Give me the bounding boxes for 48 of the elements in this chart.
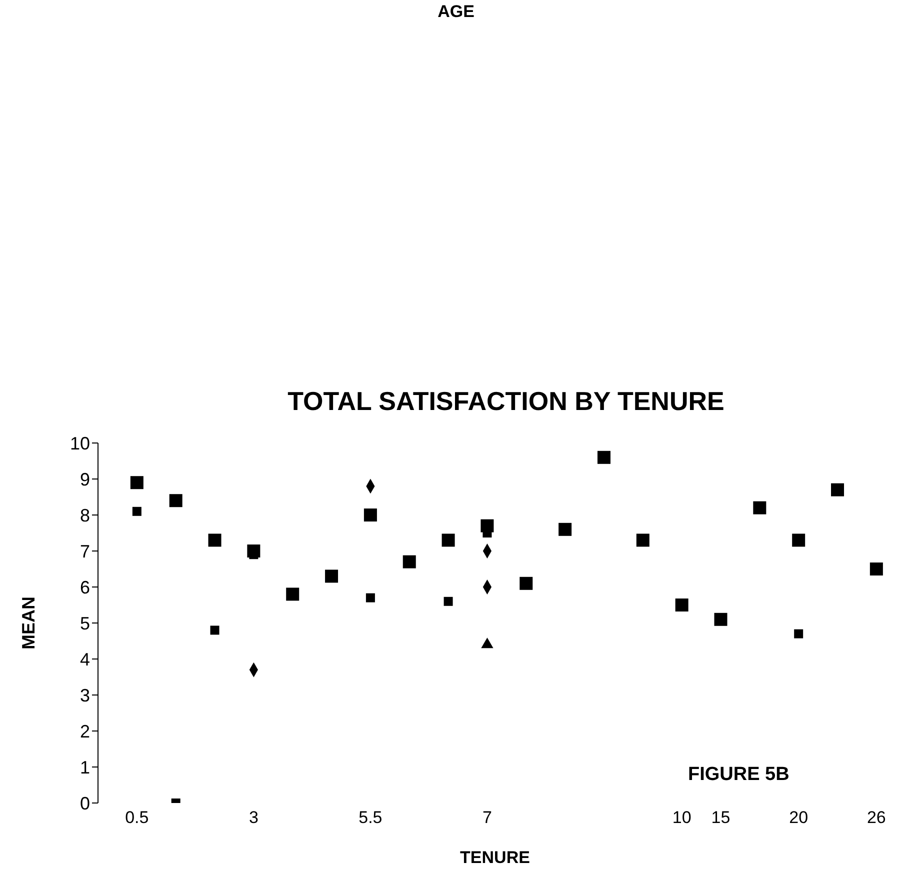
point xyxy=(169,494,182,508)
point xyxy=(442,534,455,547)
x-tick-label: 3 xyxy=(248,808,258,828)
point xyxy=(286,588,300,601)
x-tick-label: 0.5 xyxy=(125,808,149,828)
y-tick-label: 7 xyxy=(80,541,90,562)
point xyxy=(402,555,416,568)
point xyxy=(366,593,375,602)
y-tick-label: 1 xyxy=(80,757,90,778)
point xyxy=(714,612,728,626)
y-tick-label: 6 xyxy=(80,577,90,598)
point xyxy=(794,629,804,638)
point xyxy=(558,522,572,536)
point xyxy=(210,626,220,635)
x-axis-title: TENURE xyxy=(460,848,530,867)
point xyxy=(675,598,688,612)
text: AGE xyxy=(436,2,476,22)
point xyxy=(325,570,338,583)
x-tick-label: 5.5 xyxy=(358,808,382,828)
point xyxy=(364,508,377,522)
x-tick-label: 7 xyxy=(482,808,492,828)
point xyxy=(831,483,844,496)
point xyxy=(520,576,533,590)
chart-title: TOTAL SATISFACTION BY TENURE xyxy=(286,386,726,417)
point xyxy=(132,506,142,516)
point xyxy=(792,534,806,547)
point xyxy=(870,562,883,576)
y-tick-label: 5 xyxy=(80,613,90,634)
point xyxy=(753,501,766,514)
annotation: FIGURE 5B xyxy=(688,764,790,786)
y-tick-label: 4 xyxy=(80,649,90,670)
point xyxy=(208,534,222,547)
x-tick-label: 26 xyxy=(866,808,886,828)
y-tick-label: 9 xyxy=(80,469,90,490)
point xyxy=(130,476,144,490)
x-tick-label: 20 xyxy=(789,808,808,828)
point xyxy=(481,638,494,648)
y-axis-title: MEAN xyxy=(18,596,38,650)
y-tick-label: 8 xyxy=(80,505,90,526)
point xyxy=(597,450,610,464)
y-tick-label: 3 xyxy=(80,685,90,706)
y-tick-label: 10 xyxy=(70,433,90,454)
y-tick-label: 2 xyxy=(80,721,90,742)
point xyxy=(636,534,650,547)
x-tick-label: 10 xyxy=(672,808,692,828)
x-tick-label: 15 xyxy=(711,808,730,828)
point xyxy=(444,596,453,606)
y-tick-label: 0 xyxy=(80,793,90,814)
